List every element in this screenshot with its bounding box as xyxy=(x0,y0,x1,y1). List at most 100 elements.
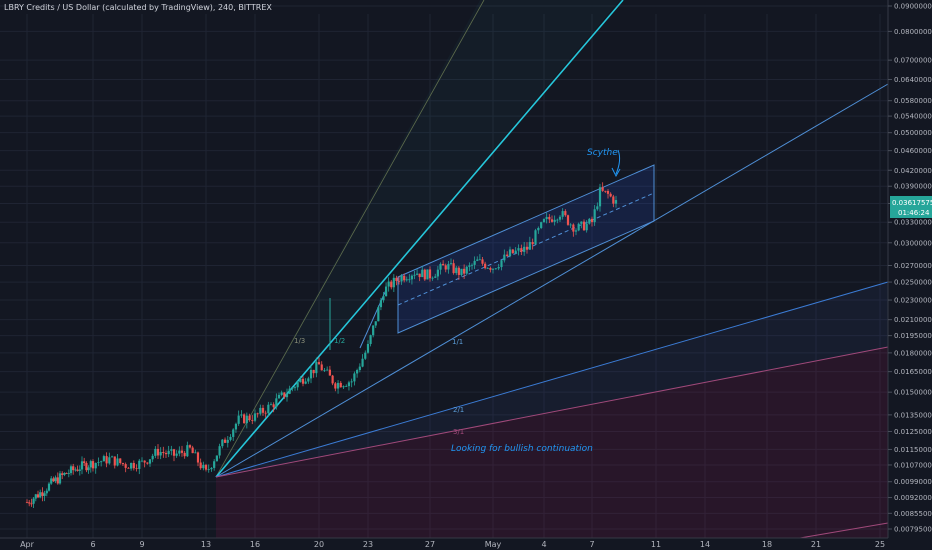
candle-body xyxy=(207,469,210,470)
candle-body xyxy=(537,227,540,231)
candle-body xyxy=(261,407,265,413)
candle-body xyxy=(364,352,367,359)
candle-body xyxy=(413,274,416,276)
candle-body xyxy=(124,464,127,468)
x-tick-label: Apr xyxy=(20,540,35,549)
candle-body xyxy=(525,246,529,250)
candle-body xyxy=(439,263,442,270)
candle-body xyxy=(180,450,184,453)
candle-body xyxy=(384,286,388,297)
candle-body xyxy=(436,269,439,277)
candle-body xyxy=(253,413,257,421)
candle-body xyxy=(421,269,424,278)
candle-body xyxy=(585,223,588,231)
candle-body xyxy=(590,218,594,223)
fan-line-2-1[interactable] xyxy=(215,281,889,478)
x-tick-label: 13 xyxy=(201,540,211,549)
fan-line-1-2[interactable] xyxy=(215,0,624,478)
impulse-line xyxy=(359,289,387,349)
candle-body xyxy=(500,260,503,268)
x-tick-label: 27 xyxy=(425,540,435,549)
candle-body xyxy=(374,321,377,326)
time-axis[interactable]: Apr 6 9 13 16 20 23 27 May 4 7 11 14 18 21 25 xyxy=(0,537,888,550)
candle-body xyxy=(514,250,517,254)
candles xyxy=(25,182,618,508)
candle-body xyxy=(307,378,310,382)
x-tick-label: 25 xyxy=(875,540,885,549)
fan-line-4-1[interactable] xyxy=(799,522,889,539)
candle-body xyxy=(491,268,495,270)
grid-layer xyxy=(0,5,888,538)
candle-body xyxy=(540,222,543,228)
candle-body xyxy=(83,461,86,464)
candle-body xyxy=(604,190,607,192)
candle-body xyxy=(400,275,403,282)
candle-body xyxy=(614,200,618,204)
candle-body xyxy=(164,453,168,455)
candle-body xyxy=(545,216,548,220)
fan-line-1-1[interactable] xyxy=(215,83,889,478)
candle-body xyxy=(387,281,390,287)
annotations: Scythe Looking for bullish continuation … xyxy=(294,148,621,454)
candle-body xyxy=(312,369,315,374)
candle-body xyxy=(45,490,48,494)
fan-label-1-2: 1/2 xyxy=(334,337,345,345)
candle-body xyxy=(100,461,103,463)
candle-body xyxy=(390,281,393,288)
candle-body xyxy=(444,265,447,270)
candle-body xyxy=(36,494,40,498)
candle-body xyxy=(28,502,31,504)
candle-body xyxy=(347,382,351,387)
countdown-value: 01:46:24 xyxy=(898,209,930,217)
candle-body xyxy=(283,392,286,398)
candle-body xyxy=(223,439,227,443)
candle-body xyxy=(293,387,297,389)
last-price-value: 0.03617575 xyxy=(892,199,932,207)
candle-body xyxy=(116,458,119,466)
fan-line-1-3[interactable] xyxy=(215,0,485,478)
candle-body xyxy=(259,407,262,414)
candle-body xyxy=(460,268,463,275)
candle-body xyxy=(328,369,331,376)
candle-body xyxy=(520,248,523,252)
candle-body xyxy=(277,394,281,399)
candle-body xyxy=(511,249,514,254)
candle-body xyxy=(154,448,157,456)
candle-body xyxy=(468,265,471,267)
candle-body xyxy=(248,415,251,420)
candle-body xyxy=(508,249,512,257)
candle-body xyxy=(194,452,197,454)
candle-body xyxy=(465,266,468,274)
candle-body xyxy=(245,415,248,424)
scythe-arrow xyxy=(615,149,621,175)
candle-body xyxy=(342,386,345,388)
candle-body xyxy=(528,242,531,250)
candle-body xyxy=(486,268,489,269)
candle-body xyxy=(449,263,453,265)
candle-body xyxy=(350,381,353,383)
candle-body xyxy=(299,378,302,383)
candle-body xyxy=(609,193,612,197)
candle-body xyxy=(366,343,370,353)
candle-body xyxy=(379,300,383,308)
candle-body xyxy=(572,224,575,232)
candle-body xyxy=(561,211,564,217)
candle-body xyxy=(196,452,200,463)
candle-body xyxy=(606,191,610,194)
fan-line-3-1[interactable] xyxy=(215,346,889,478)
candle-body xyxy=(434,276,437,278)
candle-body xyxy=(199,462,202,469)
candle-body xyxy=(213,461,216,468)
